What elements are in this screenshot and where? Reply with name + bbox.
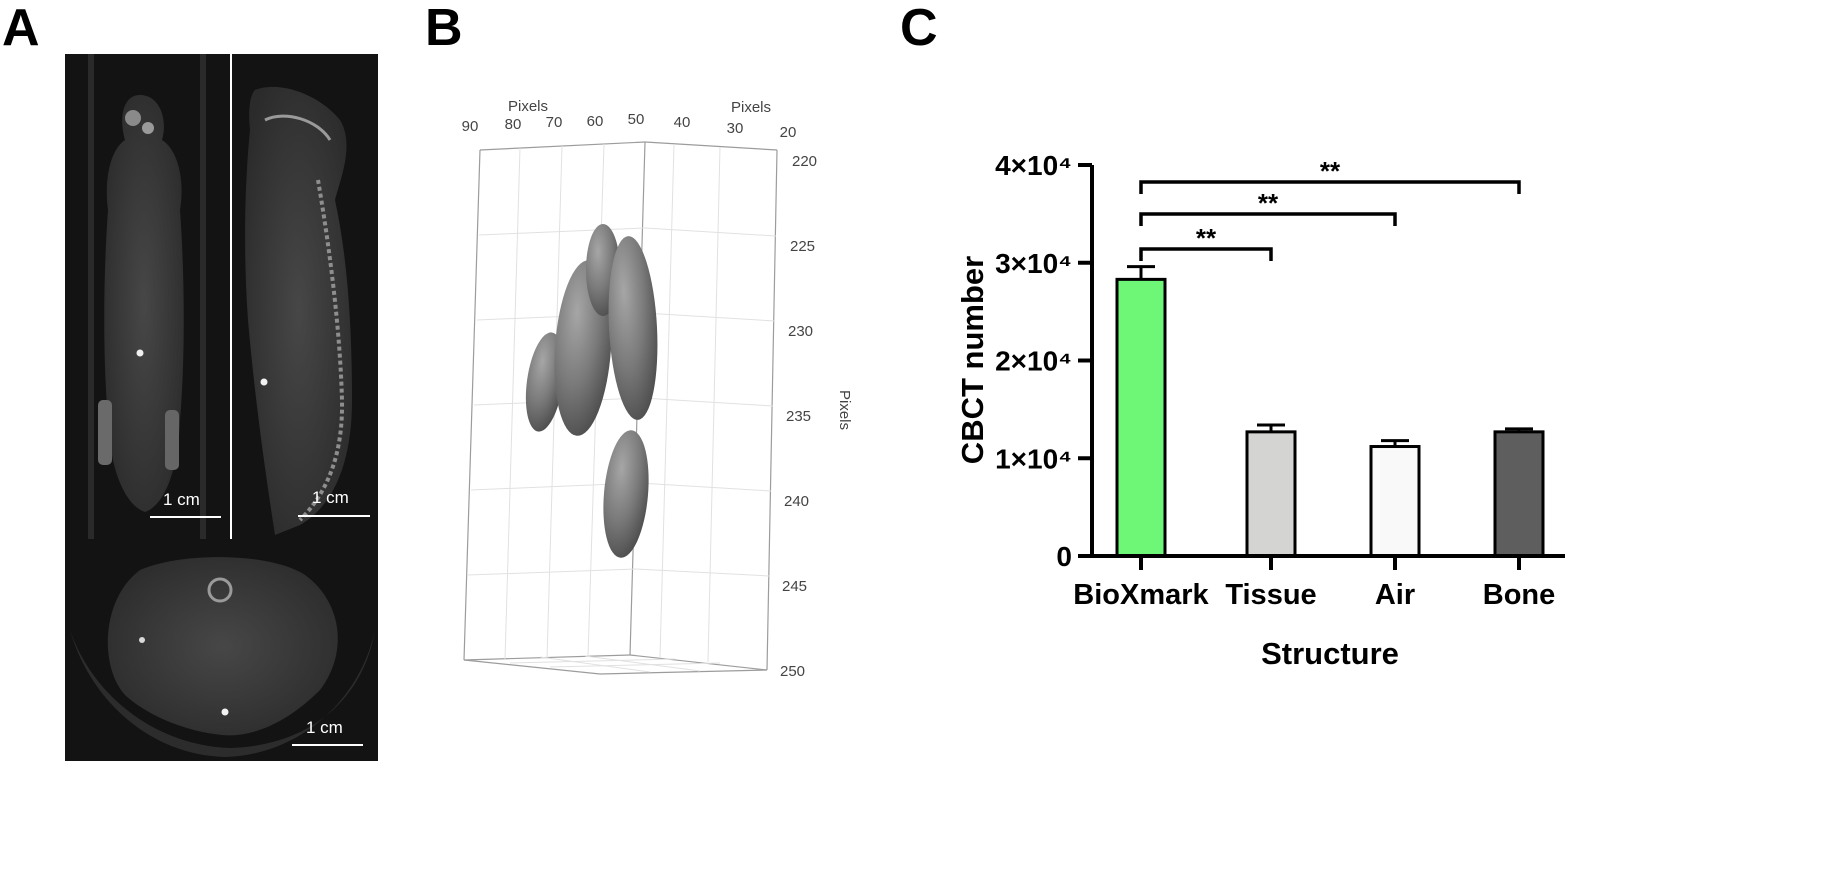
c-bar-tissue: [1245, 430, 1297, 558]
c-x-ticks: BioXmark Tissue Air Bone: [1073, 556, 1555, 611]
c-significance-brackets: ** ** **: [1139, 156, 1521, 261]
sagittal-view: [232, 54, 378, 539]
c-x-tick-label: Bone: [1483, 579, 1556, 611]
c-error-bars: [1127, 265, 1533, 447]
b-tick-top-left: 60: [587, 113, 604, 130]
c-bar-bioxmark: [1115, 277, 1167, 558]
c-x-tick-label: Air: [1375, 579, 1415, 611]
c-bar-air: [1369, 445, 1421, 558]
c-significance-bracket: [1139, 180, 1521, 194]
c-y-tick-label: 0: [1056, 541, 1072, 572]
b-tick-right: 245: [782, 578, 807, 595]
b-tick-top-left: 90: [462, 118, 479, 135]
panel-a-ct-images: 1 cm 1 cm 1 cm: [65, 54, 378, 761]
b-grid: [467, 143, 777, 673]
c-significance-bracket: [1139, 247, 1273, 261]
c-significance-label: **: [1320, 156, 1341, 186]
panel-letter-c: C: [900, 0, 938, 57]
c-y-tick-label: 1×10⁴: [995, 443, 1072, 474]
c-y-ticks: 0 1×10⁴ 2×10⁴ 3×10⁴ 4×10⁴: [995, 150, 1092, 572]
b-tick-top-right: 20: [780, 124, 797, 141]
b-tick-right: 220: [792, 153, 817, 170]
b-segmented-volume: [525, 224, 658, 558]
b-tick-top-left: 70: [546, 114, 563, 131]
axial-view: [65, 539, 378, 761]
b-tick-top-left: 50: [628, 111, 645, 128]
b-tick-right: 240: [784, 493, 809, 510]
c-x-tick-label: BioXmark: [1073, 579, 1209, 611]
c-x-tick-label: Tissue: [1225, 579, 1316, 611]
b-tick-right: 230: [788, 323, 813, 340]
c-significance-label: **: [1258, 188, 1279, 218]
b-axis-label-right: Pixels: [836, 390, 853, 430]
b-tick-right: 225: [790, 238, 815, 255]
coronal-view: [65, 54, 230, 539]
b-axis-label-top-right: Pixels: [731, 99, 771, 116]
b-tick-right: 235: [786, 408, 811, 425]
b-tick-right: 250: [780, 663, 805, 680]
b-axis-label-top-left: Pixels: [508, 98, 548, 115]
panel-c-bar-chart: ** ** ** 0 1×10⁴ 2×10⁴ 3×10⁴ 4×10⁴ BioXmark Tis…: [955, 150, 1565, 671]
c-y-tick-label: 4×10⁴: [995, 150, 1072, 181]
b-tick-top-right: 30: [727, 120, 744, 137]
c-y-tick-label: 3×10⁴: [995, 248, 1072, 279]
scale-label-axial: 1 cm: [306, 718, 343, 737]
c-bars: [1115, 277, 1545, 558]
c-bar-bone: [1493, 430, 1545, 558]
scale-label-coronal: 1 cm: [163, 490, 200, 509]
panel-letter-b: B: [425, 0, 463, 57]
b-tick-top-right: 40: [674, 114, 691, 131]
b-box-frame: [463, 141, 778, 675]
b-tick-top-left: 80: [505, 116, 522, 133]
c-y-tick-label: 2×10⁴: [995, 346, 1072, 377]
scale-label-sagittal: 1 cm: [312, 488, 349, 507]
c-significance-bracket: [1139, 212, 1397, 226]
c-significance-label: **: [1196, 223, 1217, 253]
c-x-axis-label: Structure: [1261, 636, 1399, 671]
panel-letter-a: A: [2, 0, 40, 57]
c-y-axis-label: CBCT number: [955, 256, 990, 464]
panel-b-3d-render: Pixels Pixels Pixels 90 80 70 60 50 40 3…: [462, 98, 853, 680]
